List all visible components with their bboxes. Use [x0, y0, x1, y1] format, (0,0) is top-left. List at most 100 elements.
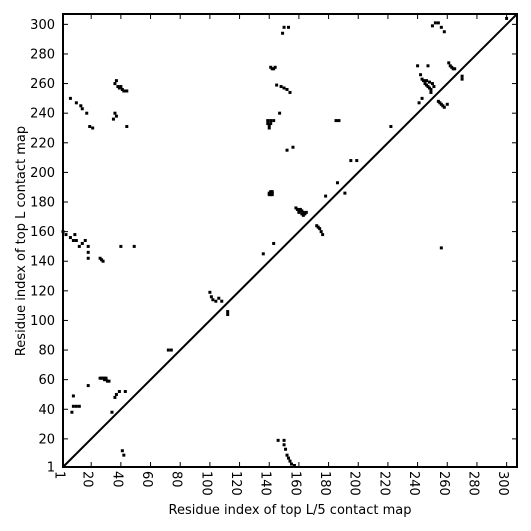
contact-point	[425, 79, 428, 83]
contact-point	[420, 96, 424, 100]
y-tick-label: 40	[38, 403, 55, 418]
contact-point	[430, 24, 434, 28]
contact-point	[270, 193, 274, 197]
contact-point	[285, 148, 289, 152]
y-tick-label: 120	[30, 284, 55, 299]
contact-point	[113, 395, 117, 399]
contact-point	[91, 126, 95, 130]
x-tick-label: 120	[228, 471, 243, 496]
y-axis-label: Residue index of top L contact map	[14, 126, 29, 356]
contact-point	[292, 464, 296, 468]
contact-point	[74, 404, 78, 408]
contact-point	[432, 85, 436, 89]
contact-point	[287, 25, 291, 29]
contact-point	[220, 299, 224, 303]
contact-point	[214, 299, 218, 303]
contact-point	[77, 404, 81, 408]
contact-point	[117, 390, 121, 393]
contact-point	[439, 25, 443, 29]
contact-point	[71, 394, 75, 398]
contact-point	[125, 89, 129, 93]
contact-point	[70, 410, 74, 414]
contact-point	[445, 102, 449, 106]
contact-point	[355, 159, 359, 163]
contact-point	[269, 122, 273, 126]
contact-point	[282, 86, 286, 90]
y-tick-label: 180	[30, 196, 55, 211]
contact-point	[282, 443, 286, 447]
contact-point	[270, 190, 274, 194]
contact-point	[289, 462, 293, 466]
contact-point	[169, 348, 173, 352]
contact-point	[282, 438, 286, 442]
x-tick-label: 260	[436, 471, 451, 496]
contact-point	[319, 230, 323, 234]
contact-point	[304, 210, 308, 214]
contact-point	[417, 101, 421, 105]
contact-point	[318, 227, 322, 231]
contact-point	[86, 244, 90, 248]
contact-point	[73, 233, 77, 237]
contact-point	[209, 295, 213, 299]
contact-point	[68, 96, 72, 100]
contact-point	[447, 61, 451, 65]
contact-point	[349, 159, 353, 163]
contact-point	[337, 119, 341, 123]
x-tick-label: 1	[52, 471, 67, 479]
contact-point	[266, 122, 270, 126]
x-tick-label: 240	[406, 471, 421, 496]
x-tick-label: 160	[287, 471, 302, 496]
contact-point	[113, 82, 117, 86]
contact-point	[278, 111, 282, 115]
contact-point	[119, 244, 123, 248]
contact-point	[101, 259, 105, 263]
contact-point	[211, 298, 215, 302]
contact-point	[429, 88, 433, 91]
contact-point	[217, 296, 221, 300]
contact-point	[273, 65, 277, 69]
contact-point	[430, 82, 434, 86]
contact-point	[460, 74, 464, 78]
contact-point	[85, 111, 89, 115]
contact-point	[226, 310, 230, 314]
contact-point	[113, 111, 117, 115]
contact-point	[389, 125, 393, 129]
contact-point	[132, 244, 136, 248]
contact-point	[297, 210, 301, 214]
x-axis-ticks: 1 20 40 60 80 100 120 140 160 180 200 220 240 260 280 3…	[52, 14, 510, 496]
x-tick-label: 280	[465, 471, 480, 496]
contact-point	[442, 30, 446, 34]
contact-point	[442, 105, 446, 109]
contact-point	[453, 67, 457, 71]
contact-point	[64, 233, 68, 237]
contact-point	[287, 456, 291, 460]
contact-point	[279, 85, 283, 89]
x-tick-label: 220	[376, 471, 391, 496]
contact-point	[80, 241, 84, 245]
contact-point	[77, 244, 81, 248]
x-tick-label: 100	[198, 471, 213, 496]
contact-point	[125, 125, 129, 129]
contact-point	[88, 125, 92, 129]
contact-point	[284, 447, 288, 451]
contact-point	[71, 404, 75, 408]
plot-points	[61, 16, 509, 468]
y-tick-label: 220	[30, 136, 55, 151]
contact-point	[114, 392, 118, 396]
contact-point	[266, 119, 270, 123]
y-axis-ticks: 1204060801001201401601802002202402602803…	[30, 18, 517, 476]
contact-point	[166, 348, 170, 352]
contact-point	[285, 88, 289, 91]
contact-point	[86, 250, 90, 254]
contact-point	[272, 119, 276, 123]
y-tick-label: 80	[38, 344, 55, 359]
contact-point	[282, 25, 286, 29]
contact-point	[321, 233, 325, 237]
contact-point	[416, 64, 420, 68]
x-tick-label: 60	[139, 471, 154, 488]
contact-point	[429, 90, 433, 94]
contact-point	[460, 77, 464, 81]
contact-point	[275, 83, 279, 87]
contact-point	[426, 64, 430, 68]
x-tick-label: 200	[347, 471, 362, 496]
